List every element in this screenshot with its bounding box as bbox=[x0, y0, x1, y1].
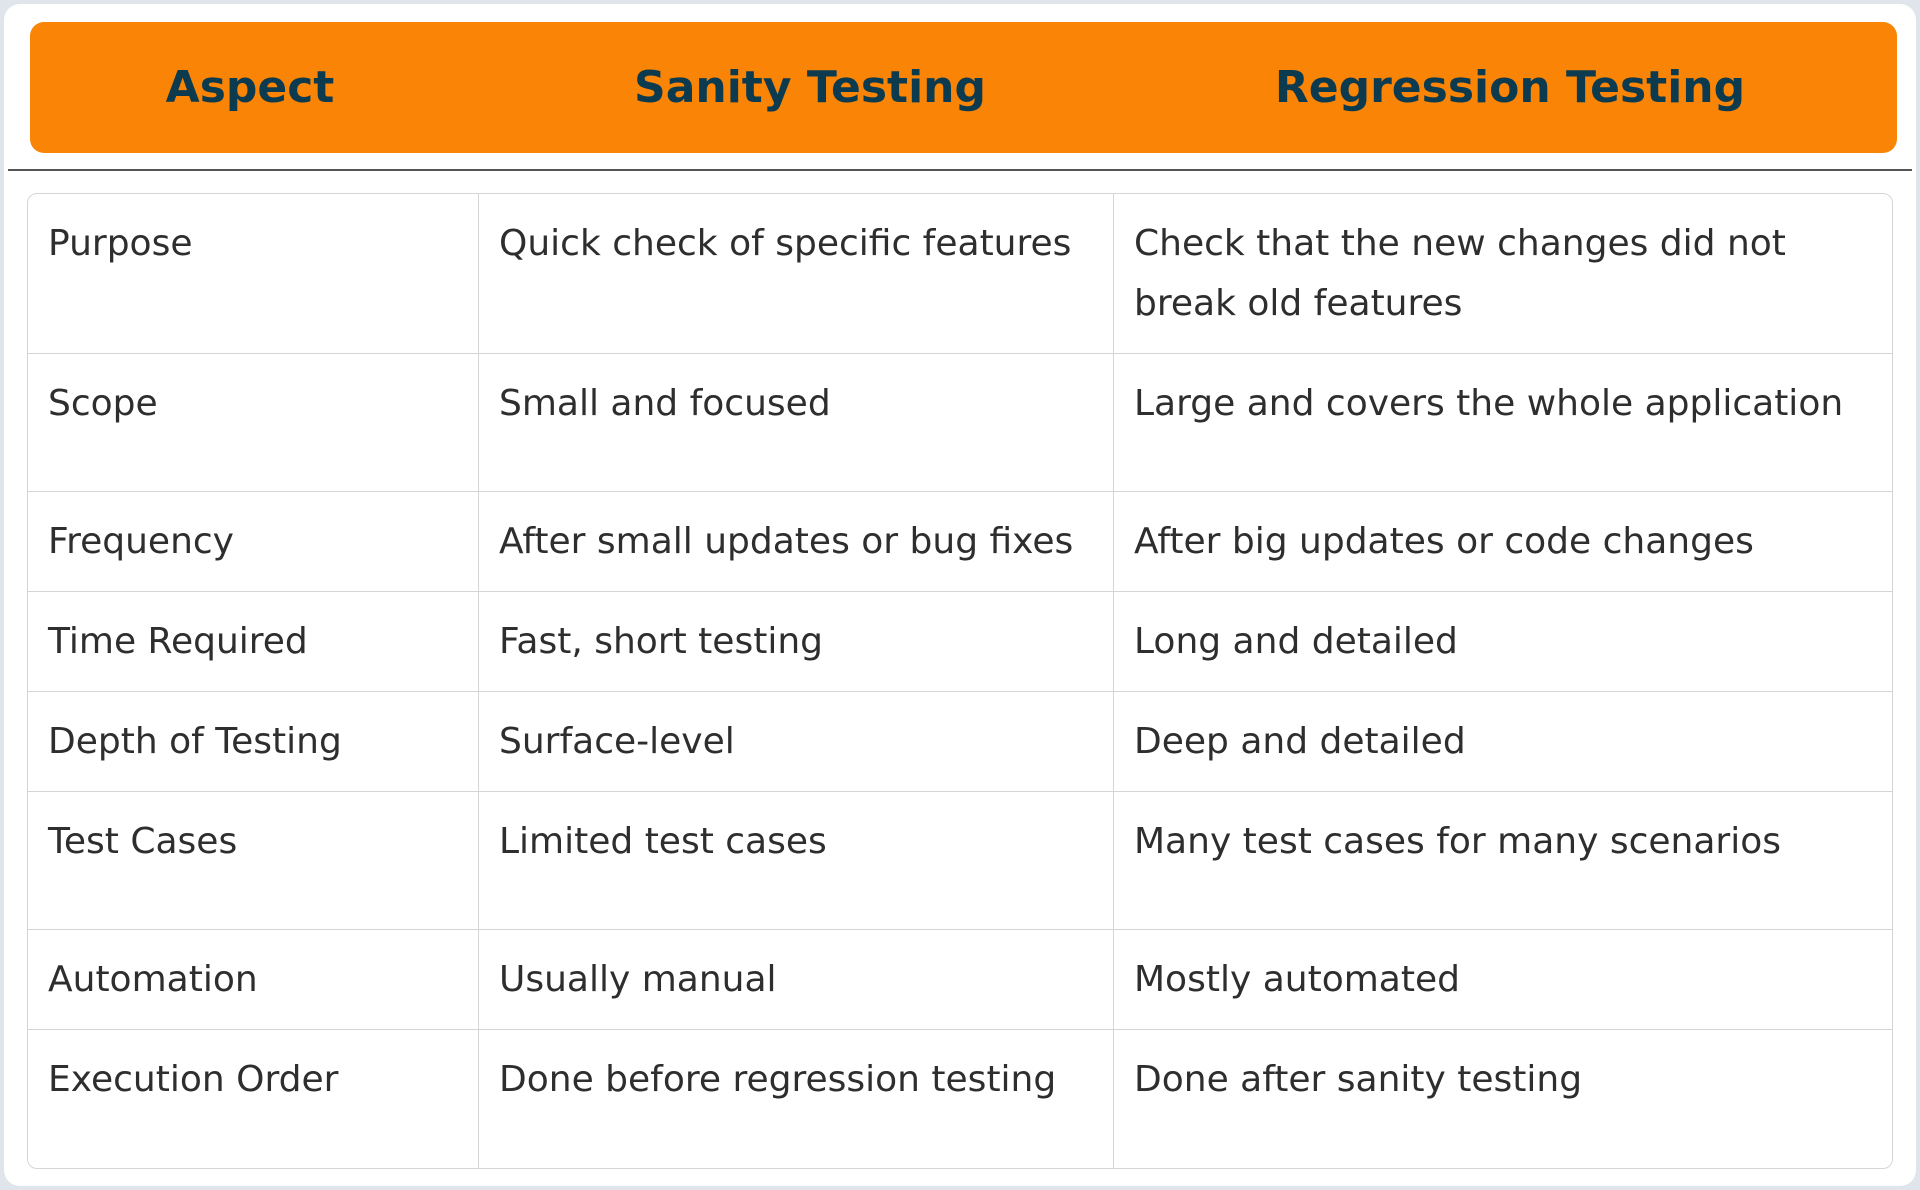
header-aspect: Aspect bbox=[165, 62, 335, 113]
cell-sanity: Usually manual bbox=[479, 930, 1114, 1030]
cell-sanity: Small and focused bbox=[479, 354, 1114, 492]
table-row: Automation Usually manual Mostly automated bbox=[28, 930, 1892, 1030]
table-row: Frequency After small updates or bug fixe… bbox=[28, 492, 1892, 592]
cell-regression: Large and covers the whole application bbox=[1114, 354, 1892, 492]
table-header: Aspect Sanity Testing Regression Testing bbox=[30, 22, 1897, 153]
cell-regression: Mostly automated bbox=[1114, 930, 1892, 1030]
cell-regression: Check that the new changes did not break… bbox=[1114, 194, 1892, 354]
comparison-card: Aspect Sanity Testing Regression Testing bbox=[4, 4, 1916, 1186]
header-sanity-testing: Sanity Testing bbox=[634, 62, 986, 113]
cell-sanity: After small updates or bug fixes bbox=[479, 492, 1114, 592]
cell-regression: Deep and detailed bbox=[1114, 692, 1892, 792]
table-row: Purpose Quick check of specific features C… bbox=[28, 194, 1892, 354]
table-row: Scope Small and focused Large and covers t… bbox=[28, 354, 1892, 492]
header-regression-testing: Regression Testing bbox=[1274, 62, 1746, 113]
cell-sanity: Limited test cases bbox=[479, 792, 1114, 930]
comparison-table: Purpose Quick check of specific features C… bbox=[27, 193, 1893, 1169]
cell-aspect: Test Cases bbox=[28, 792, 479, 930]
cell-regression: Long and detailed bbox=[1114, 592, 1892, 692]
cell-aspect: Depth of Testing bbox=[28, 692, 479, 792]
cell-aspect: Automation bbox=[28, 930, 479, 1030]
cell-sanity: Surface-level bbox=[479, 692, 1114, 792]
table-row: Time Required Fast, short testing Long and… bbox=[28, 592, 1892, 692]
cell-aspect: Scope bbox=[28, 354, 479, 492]
cell-sanity: Quick check of specific features bbox=[479, 194, 1114, 354]
cell-sanity: Fast, short testing bbox=[479, 592, 1114, 692]
cell-regression: Many test cases for many scenarios bbox=[1114, 792, 1892, 930]
cell-sanity: Done before regression testing bbox=[479, 1030, 1114, 1168]
table-row: Depth of Testing Surface-level Deep and de… bbox=[28, 692, 1892, 792]
cell-aspect: Execution Order bbox=[28, 1030, 479, 1168]
cell-aspect: Frequency bbox=[28, 492, 479, 592]
table-row: Execution Order Done before regression te… bbox=[28, 1030, 1892, 1168]
table-row: Test Cases Limited test cases Many test ca… bbox=[28, 792, 1892, 930]
divider bbox=[8, 169, 1912, 171]
cell-regression: After big updates or code changes bbox=[1114, 492, 1892, 592]
cell-aspect: Time Required bbox=[28, 592, 479, 692]
cell-aspect: Purpose bbox=[28, 194, 479, 354]
cell-regression: Done after sanity testing bbox=[1134, 1059, 1583, 1100]
